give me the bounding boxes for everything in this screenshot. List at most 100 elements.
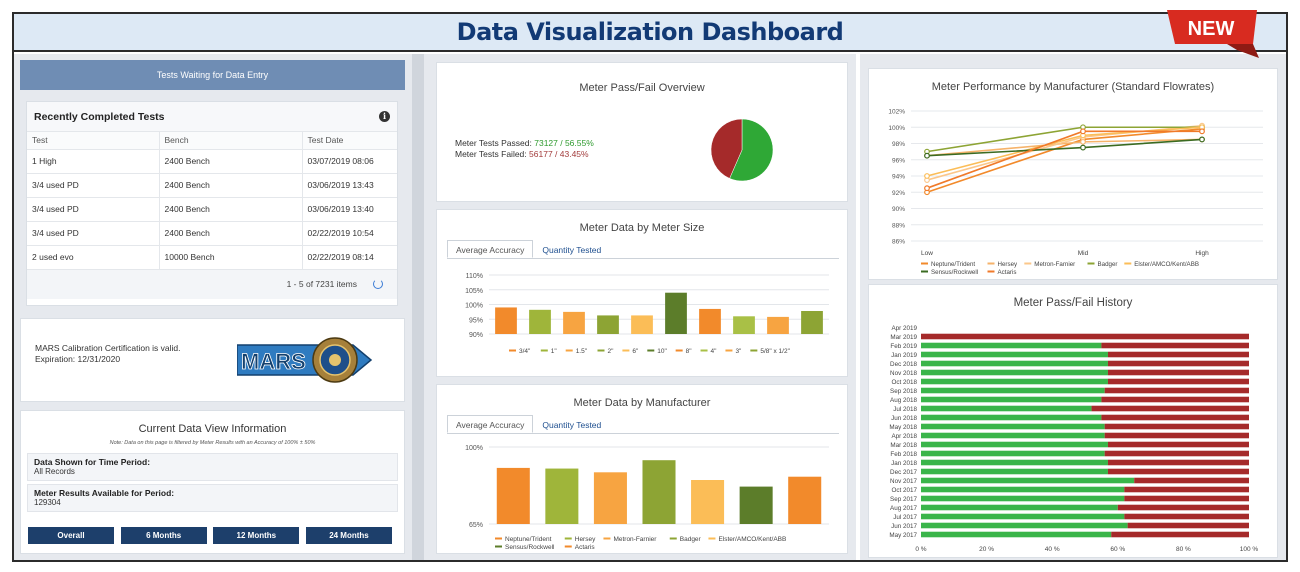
bar-failed[interactable] (1107, 468, 1249, 475)
legend-item[interactable]: 1" (551, 348, 558, 355)
bar-failed[interactable] (1124, 513, 1249, 520)
bar-failed[interactable] (1124, 486, 1249, 493)
tab-average-accuracy[interactable]: Average Accuracy (447, 240, 534, 258)
bar-failed[interactable] (1101, 414, 1249, 421)
bar-passed[interactable] (921, 504, 1118, 511)
refresh-icon[interactable] (373, 279, 383, 289)
bar-failed[interactable] (1101, 396, 1249, 403)
bar[interactable] (739, 486, 773, 524)
bar-passed[interactable] (921, 486, 1125, 493)
bar-passed[interactable] (921, 360, 1108, 367)
legend-item[interactable]: Metron-Farnier (1034, 261, 1075, 268)
bar[interactable] (545, 468, 579, 524)
data-point[interactable] (924, 173, 930, 179)
tab-quantity-tested[interactable]: Quantity Tested (542, 420, 602, 430)
legend-item[interactable]: Sensus/Rockwell (931, 269, 978, 276)
column-header-test[interactable]: Test (27, 132, 160, 150)
legend-item[interactable]: 8" (686, 348, 693, 355)
bar-failed[interactable] (1127, 522, 1249, 529)
bar-failed[interactable] (1107, 459, 1249, 466)
bar-failed[interactable] (1107, 360, 1249, 367)
bar[interactable] (597, 315, 619, 334)
bar[interactable] (642, 460, 676, 524)
legend-item[interactable]: Actaris (575, 544, 596, 551)
legend-item[interactable]: 3/4" (519, 348, 531, 355)
bar-failed[interactable] (1107, 441, 1249, 448)
legend-item[interactable]: Hersey (575, 536, 596, 543)
tab-quantity-tested[interactable]: Quantity Tested (542, 245, 602, 255)
overall-button[interactable]: Overall (28, 527, 114, 544)
bar[interactable] (665, 292, 687, 334)
bar-passed[interactable] (921, 513, 1125, 520)
bar-passed[interactable] (921, 531, 1112, 538)
data-point[interactable] (1080, 128, 1086, 135)
bar-passed[interactable] (921, 351, 1108, 358)
legend-item[interactable]: 2" (608, 348, 615, 355)
bar-failed[interactable] (1107, 351, 1249, 358)
legend-item[interactable]: Neptune/Trident (931, 261, 975, 268)
data-point[interactable] (924, 185, 930, 192)
bar-passed[interactable] (921, 423, 1105, 430)
legend-item[interactable]: Badger (1098, 261, 1118, 268)
bar-failed[interactable] (1107, 369, 1249, 376)
legend-item[interactable]: Sensus/Rockwell (505, 544, 555, 551)
legend-item[interactable]: 6" (632, 348, 639, 355)
bar-failed[interactable] (1104, 450, 1249, 457)
bar-passed[interactable] (921, 396, 1102, 403)
legend-item[interactable]: 10" (657, 348, 667, 355)
bar-failed[interactable] (921, 333, 1249, 340)
column-header-test-date[interactable]: Test Date (302, 132, 397, 150)
bar-failed[interactable] (1104, 423, 1249, 430)
bar-failed[interactable] (1104, 432, 1249, 439)
table-row[interactable]: 3/4 used PD 2400 Bench 03/06/2019 13:43 (27, 173, 397, 198)
legend-item[interactable]: Metron-Farnier (613, 536, 657, 543)
twenty-four-months-button[interactable]: 24 Months (305, 527, 392, 544)
bar[interactable] (788, 476, 822, 524)
bar-failed[interactable] (1124, 495, 1249, 502)
legend-item[interactable]: Actaris (998, 269, 1017, 276)
bar[interactable] (767, 316, 789, 334)
data-point[interactable] (1199, 128, 1205, 135)
column-header-bench[interactable]: Bench (159, 132, 303, 150)
table-row[interactable]: 2 used evo 10000 Bench 02/22/2019 08:14 (27, 245, 397, 270)
bar-passed[interactable] (921, 342, 1102, 349)
bar[interactable] (733, 316, 755, 334)
bar-passed[interactable] (921, 378, 1108, 385)
bar-passed[interactable] (921, 522, 1128, 529)
tests-waiting-button[interactable]: Tests Waiting for Data Entry (20, 60, 405, 90)
bar[interactable] (563, 311, 585, 334)
pie-slice-failed[interactable] (710, 118, 743, 179)
bar-passed[interactable] (921, 459, 1108, 466)
twelve-months-button[interactable]: 12 Months (213, 527, 300, 544)
legend-item[interactable]: Badger (680, 536, 702, 543)
bar-passed[interactable] (921, 405, 1092, 412)
table-row[interactable]: 3/4 used PD 2400 Bench 02/22/2019 10:54 (27, 221, 397, 246)
bar-passed[interactable] (921, 450, 1105, 457)
bar[interactable] (691, 480, 725, 524)
bar[interactable] (495, 307, 517, 334)
bar-failed[interactable] (1111, 531, 1249, 538)
bar-passed[interactable] (921, 477, 1135, 484)
bar-passed[interactable] (921, 414, 1102, 421)
bar-failed[interactable] (1091, 405, 1249, 412)
bar-passed[interactable] (921, 369, 1108, 376)
bar-failed[interactable] (1101, 342, 1249, 349)
data-point[interactable] (1199, 136, 1205, 143)
data-point[interactable] (924, 152, 930, 159)
bar-failed[interactable] (1134, 477, 1249, 484)
table-row[interactable]: 3/4 used PD 2400 Bench 03/06/2019 13:40 (27, 197, 397, 222)
bar-passed[interactable] (921, 468, 1108, 475)
bar[interactable] (593, 472, 627, 524)
legend-item[interactable]: Hersey (998, 261, 1019, 268)
bar-failed[interactable] (1104, 387, 1249, 394)
bar-passed[interactable] (921, 441, 1108, 448)
legend-item[interactable]: 5/8" x 1/2" (760, 348, 790, 355)
bar-passed[interactable] (921, 387, 1105, 394)
pie-slice-passed[interactable] (729, 118, 774, 182)
legend-item[interactable]: 3" (735, 348, 742, 355)
bar[interactable] (496, 467, 530, 524)
legend-item[interactable]: 4" (711, 348, 718, 355)
bar-failed[interactable] (1107, 378, 1249, 385)
bar[interactable] (699, 308, 721, 334)
bar-passed[interactable] (921, 495, 1125, 502)
